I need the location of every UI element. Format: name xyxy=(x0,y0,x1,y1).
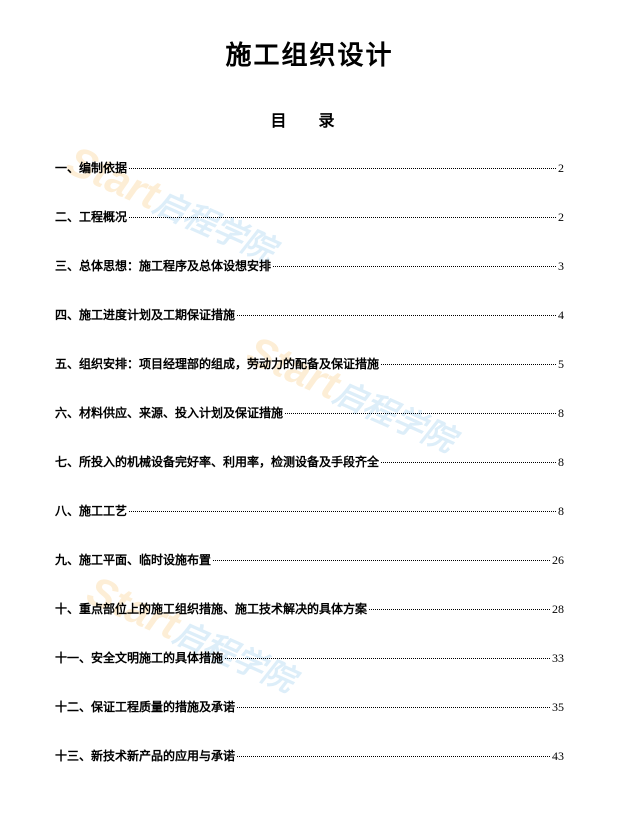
toc-leader-dots xyxy=(129,168,556,169)
toc-leader-dots xyxy=(237,756,550,757)
toc-leader-dots xyxy=(285,413,556,414)
page-title: 施工组织设计 xyxy=(55,35,564,72)
toc-item: 六、材料供应、来源、投入计划及保证措施 8 xyxy=(55,404,564,421)
toc-item-page: 4 xyxy=(558,308,564,323)
toc-item-label: 十、重点部位上的施工组织措施、施工技术解决的具体方案 xyxy=(55,600,367,617)
toc-item-label: 四、施工进度计划及工期保证措施 xyxy=(55,306,235,323)
toc-item: 二、工程概况 2 xyxy=(55,208,564,225)
toc-item-page: 33 xyxy=(552,651,564,666)
toc-item: 五、组织安排：项目经理部的组成，劳动力的配备及保证措施 5 xyxy=(55,355,564,372)
toc-item-label: 五、组织安排：项目经理部的组成，劳动力的配备及保证措施 xyxy=(55,355,379,372)
toc-leader-dots xyxy=(129,217,556,218)
toc-item-page: 2 xyxy=(558,210,564,225)
toc-item: 十三、新技术新产品的应用与承诺 43 xyxy=(55,747,564,764)
toc-item: 七、所投入的机械设备完好率、利用率，检测设备及手段齐全 8 xyxy=(55,453,564,470)
toc-item: 一、编制依据 2 xyxy=(55,159,564,176)
toc-item-label: 二、工程概况 xyxy=(55,208,127,225)
toc-item: 四、施工进度计划及工期保证措施 4 xyxy=(55,306,564,323)
toc-leader-dots xyxy=(237,707,550,708)
toc-leader-dots xyxy=(225,658,550,659)
toc-item: 三、总体思想：施工程序及总体设想安排 3 xyxy=(55,257,564,274)
toc-leader-dots xyxy=(381,364,556,365)
toc-item: 八、施工工艺 8 xyxy=(55,502,564,519)
toc-item-label: 三、总体思想：施工程序及总体设想安排 xyxy=(55,257,271,274)
toc-item-label: 八、施工工艺 xyxy=(55,502,127,519)
toc-item-page: 28 xyxy=(552,602,564,617)
toc-item: 十、重点部位上的施工组织措施、施工技术解决的具体方案 28 xyxy=(55,600,564,617)
toc-item-page: 3 xyxy=(558,259,564,274)
toc-leader-dots xyxy=(213,560,550,561)
toc-item-page: 8 xyxy=(558,455,564,470)
toc-item-page: 5 xyxy=(558,357,564,372)
toc-item: 九、施工平面、临时设施布置 26 xyxy=(55,551,564,568)
toc-item-label: 十三、新技术新产品的应用与承诺 xyxy=(55,747,235,764)
toc-leader-dots xyxy=(273,266,556,267)
toc-item-label: 九、施工平面、临时设施布置 xyxy=(55,551,211,568)
toc-item-page: 35 xyxy=(552,700,564,715)
toc-leader-dots xyxy=(369,609,550,610)
table-of-contents: 一、编制依据 2 二、工程概况 2 三、总体思想：施工程序及总体设想安排 3 四、施工进度计… xyxy=(55,159,564,796)
toc-item-label: 十二、保证工程质量的措施及承诺 xyxy=(55,698,235,715)
toc-item-page: 43 xyxy=(552,749,564,764)
toc-leader-dots xyxy=(237,315,556,316)
toc-leader-dots xyxy=(381,462,556,463)
toc-item-page: 2 xyxy=(558,161,564,176)
toc-item-label: 七、所投入的机械设备完好率、利用率，检测设备及手段齐全 xyxy=(55,453,379,470)
toc-item-label: 一、编制依据 xyxy=(55,159,127,176)
toc-item-page: 26 xyxy=(552,553,564,568)
toc-item: 十二、保证工程质量的措施及承诺 35 xyxy=(55,698,564,715)
toc-item: 十一、安全文明施工的具体措施 33 xyxy=(55,649,564,666)
toc-heading: 目 录 xyxy=(55,107,564,131)
toc-item-label: 六、材料供应、来源、投入计划及保证措施 xyxy=(55,404,283,421)
toc-leader-dots xyxy=(129,511,556,512)
toc-item-page: 8 xyxy=(558,504,564,519)
toc-item-label: 十一、安全文明施工的具体措施 xyxy=(55,649,223,666)
toc-item-page: 8 xyxy=(558,406,564,421)
